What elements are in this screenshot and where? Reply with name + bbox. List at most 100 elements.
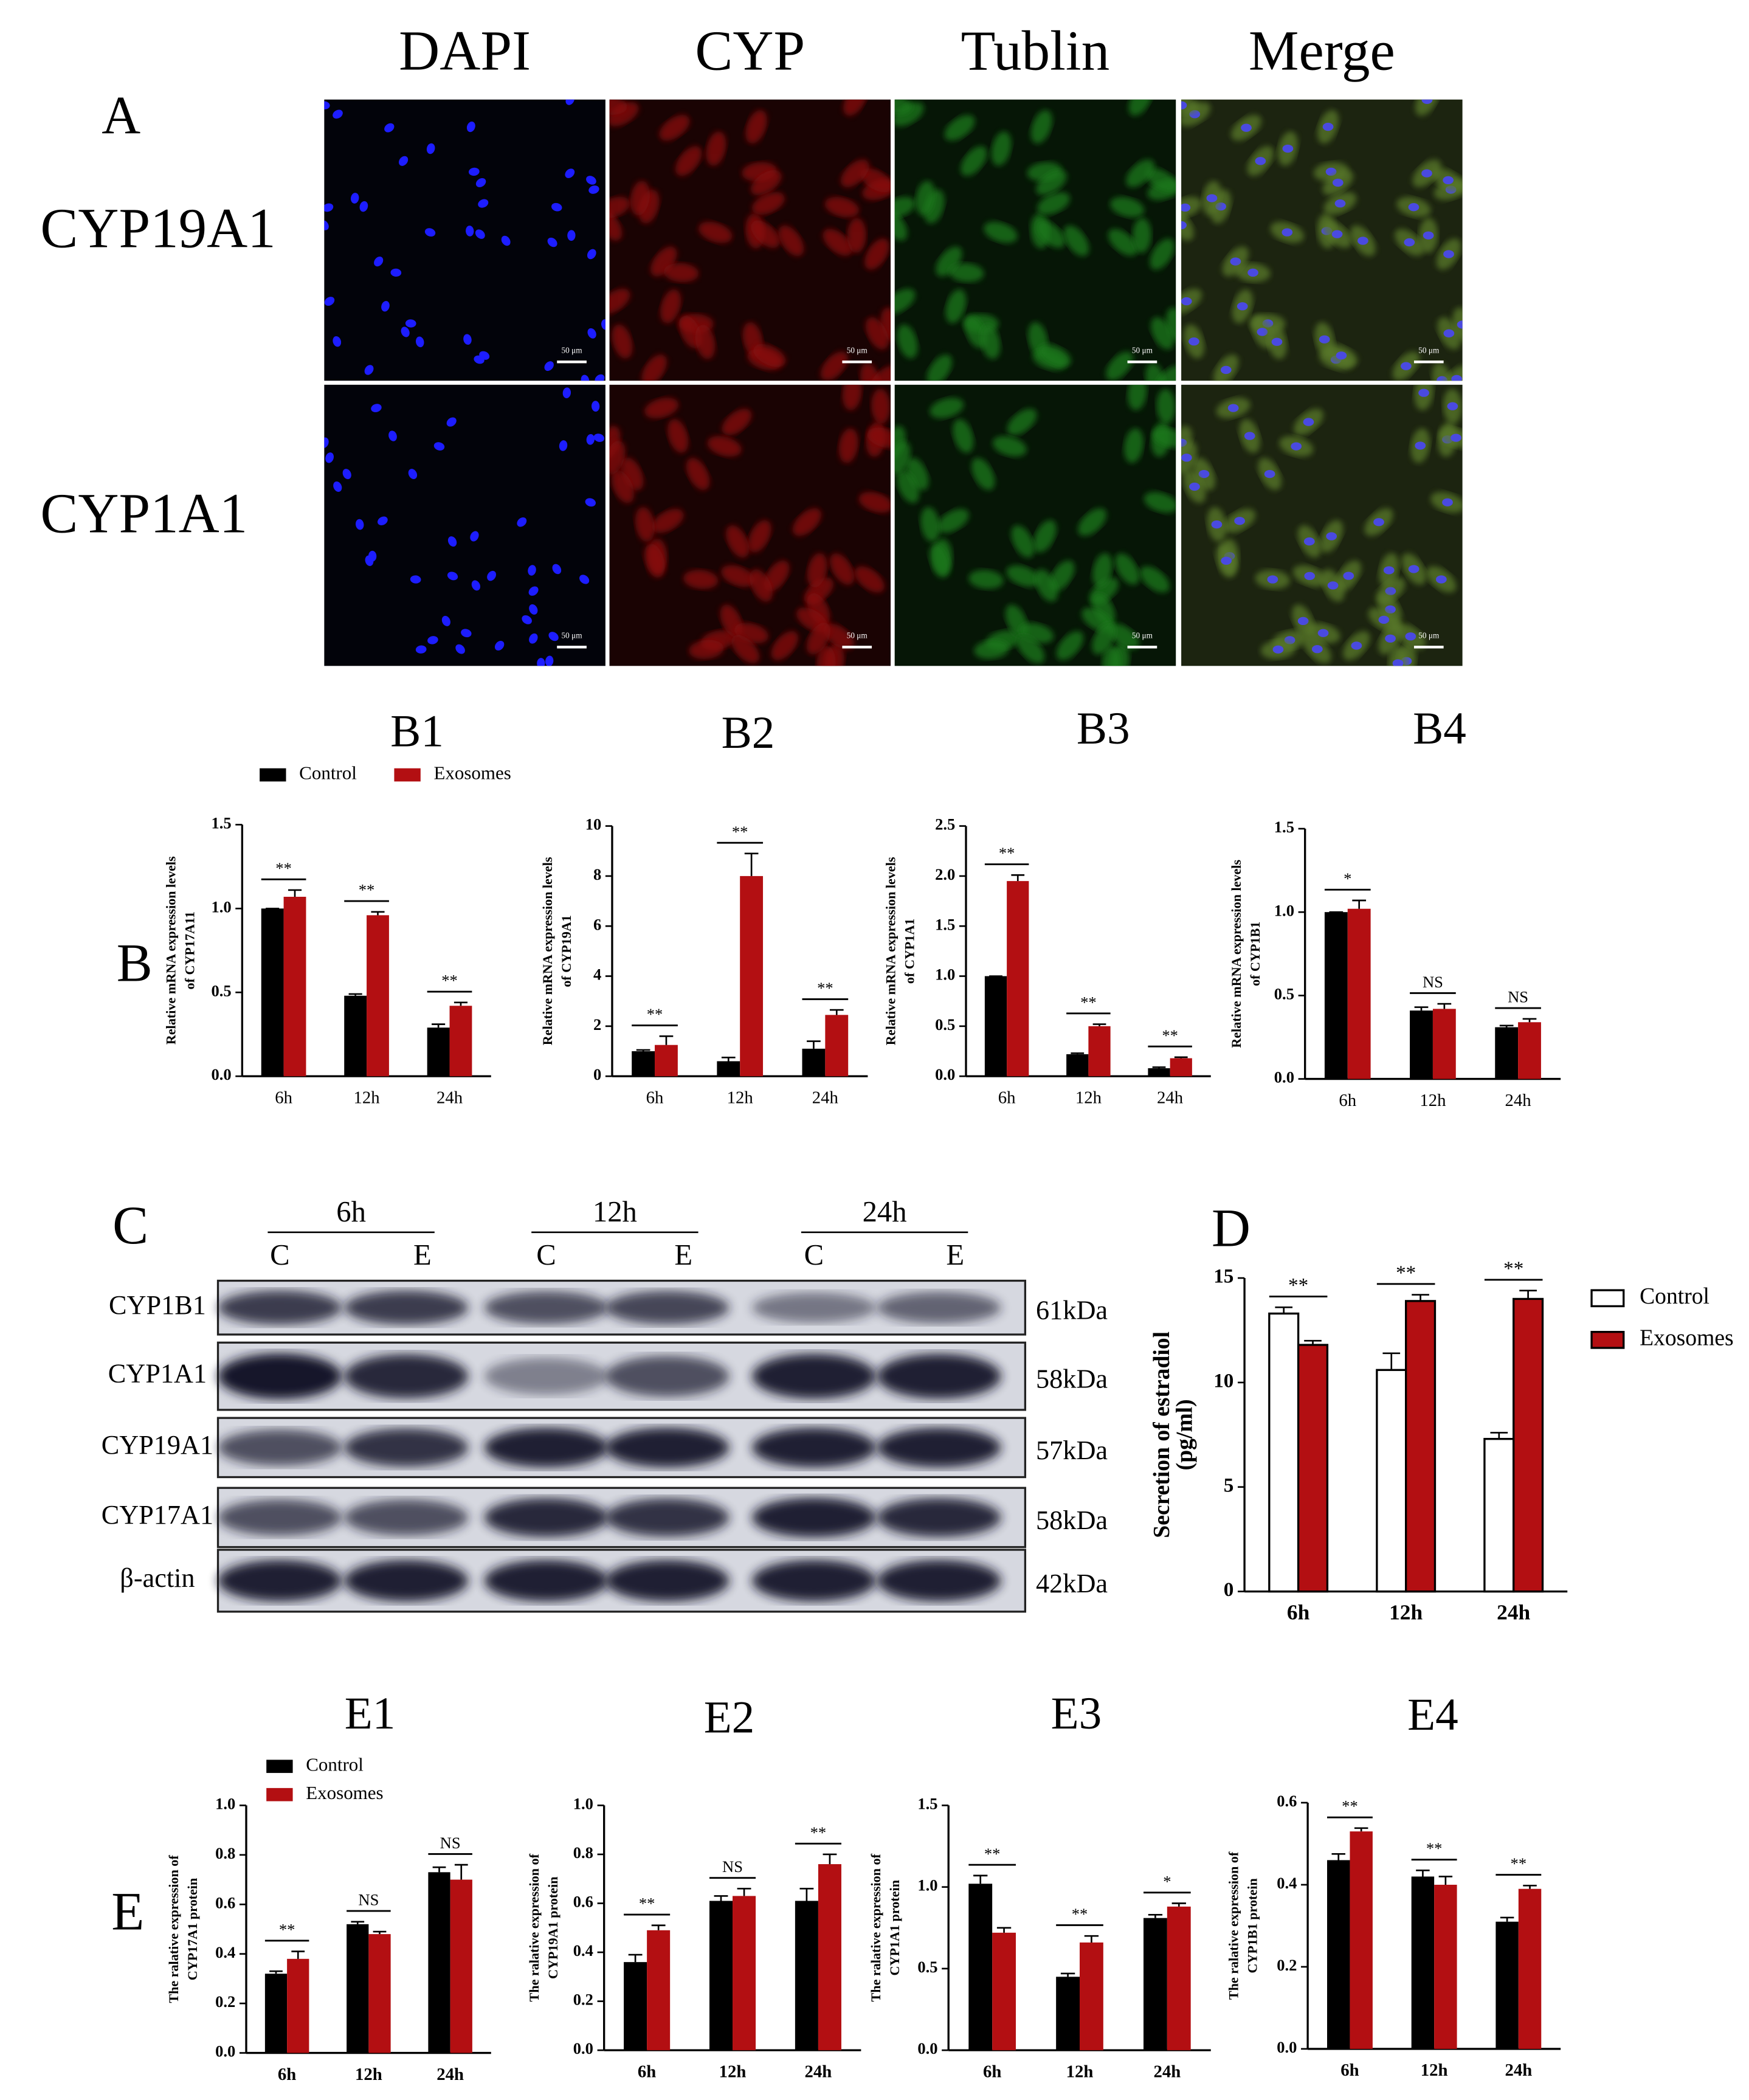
cell-body (609, 102, 639, 126)
time-point: 24h (863, 1195, 907, 1228)
protein-size: 58kDa (1036, 1505, 1108, 1535)
y-tick-label: 0.6 (573, 1893, 593, 1911)
nucleus (1415, 441, 1426, 450)
nucleus (1435, 575, 1447, 584)
nucleus (1447, 402, 1458, 410)
protein-label: CYP19A1 (102, 1430, 213, 1460)
cell-body (1106, 351, 1133, 381)
cell-body (974, 640, 1009, 659)
cell-body (1139, 566, 1170, 593)
legend-label: Control (306, 1753, 364, 1775)
band (218, 1353, 342, 1400)
nucleus (470, 531, 479, 542)
x-tick-label: 24h (1153, 2062, 1181, 2081)
y-tick-label: 0.5 (1274, 984, 1294, 1003)
band (877, 1291, 1001, 1324)
nucleus (324, 101, 330, 109)
bar (632, 1051, 655, 1077)
cell-body (1151, 317, 1174, 350)
cell-body (860, 363, 881, 381)
nucleus (342, 469, 351, 480)
bar (283, 896, 306, 1077)
bar (1144, 1918, 1167, 2051)
significance-label: * (1344, 869, 1351, 888)
y-tick-label: 0.0 (211, 1065, 231, 1083)
nucleus (415, 645, 427, 654)
scale-bar-label: 50 μm (1132, 346, 1153, 355)
error-bar (291, 1950, 305, 1959)
cell-body (1127, 384, 1147, 410)
x-tick-label: 12h (355, 2065, 382, 2084)
scale-bar (842, 646, 872, 649)
bar (1495, 1921, 1519, 2049)
nucleus (374, 257, 384, 267)
cell-body (1108, 229, 1137, 256)
cell-body (894, 210, 908, 241)
cell-body (663, 263, 699, 282)
x-tick-label: 24h (1157, 1088, 1183, 1107)
error-bar (829, 1009, 844, 1015)
nucleus (1230, 257, 1241, 266)
time-point: 6h (336, 1195, 366, 1228)
nucleus (1282, 144, 1294, 153)
panel-label: E (111, 1882, 144, 1941)
significance-label: ** (817, 979, 833, 997)
nucleus (466, 121, 475, 133)
nucleus (1336, 351, 1347, 360)
bar (1410, 1010, 1433, 1079)
column-header: Tublin (961, 19, 1110, 82)
y-axis-label: CYP1B1 protein (1245, 1878, 1260, 1973)
panel-label: A (102, 86, 140, 145)
nucleus (565, 168, 575, 178)
cell-body (695, 324, 716, 359)
bar (984, 976, 1007, 1077)
chart-title: E3 (1051, 1688, 1102, 1739)
cell-body (1011, 525, 1035, 558)
band (484, 1497, 609, 1537)
nucleus (1241, 123, 1252, 132)
significance-label: ** (732, 823, 748, 841)
y-axis-label: of CYP1A1 (902, 919, 917, 984)
bar (802, 1048, 826, 1077)
error-bar (373, 1930, 387, 1935)
y-tick-label: 4 (593, 965, 601, 984)
time-point: 12h (593, 1195, 637, 1228)
cell-body (968, 570, 1004, 589)
error-bar (1174, 1056, 1188, 1059)
cell-body (752, 192, 785, 215)
scale-bar-label: 50 μm (847, 346, 868, 355)
cell-body (1152, 427, 1176, 448)
nucleus (364, 365, 374, 375)
nucleus (593, 433, 605, 442)
error-bar (799, 1888, 814, 1901)
legend-label: Control (1640, 1283, 1709, 1309)
nucleus (1304, 572, 1316, 581)
cell-body (991, 131, 1012, 166)
cell-body (609, 196, 630, 219)
y-tick-label: 10 (585, 815, 602, 834)
cell-body (660, 289, 681, 323)
nucleus (371, 404, 382, 412)
significance-label: NS (1423, 973, 1443, 991)
cell-body (867, 427, 891, 448)
y-tick-label: 0 (1224, 1578, 1234, 1601)
x-tick-label: 6h (998, 1088, 1016, 1107)
x-tick-label: 12h (719, 2062, 747, 2081)
nucleus (579, 575, 590, 584)
error-bar (1148, 1913, 1163, 1918)
significance-label: ** (1511, 1854, 1527, 1873)
y-tick-label: 0.2 (1277, 1956, 1297, 1974)
micrograph: 50 μm (609, 384, 891, 666)
protein-label: CYP1A1 (108, 1359, 207, 1389)
lane-label: C (536, 1238, 556, 1271)
band (344, 1290, 469, 1325)
nucleus (586, 433, 595, 445)
cell-body (847, 218, 866, 253)
cell-body (1037, 192, 1070, 215)
scale-bar (557, 360, 587, 364)
y-tick-label: 0.4 (573, 1941, 593, 1960)
nucleus (1443, 329, 1455, 337)
x-tick-label: 6h (1340, 2060, 1359, 2080)
chart-title: E4 (1407, 1690, 1458, 1740)
